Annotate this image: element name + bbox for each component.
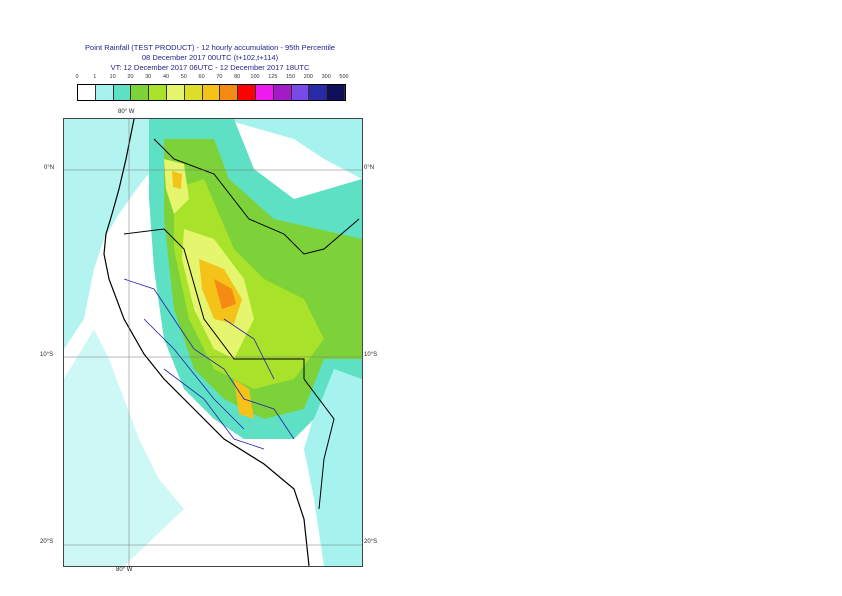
legend-tick: 30 xyxy=(145,74,152,80)
lat-label-right-0: 0°N xyxy=(364,165,375,171)
legend-tick: 10 xyxy=(109,74,116,80)
legend-tick: 200 xyxy=(303,74,313,80)
lat-label-left-10: 10°S xyxy=(40,352,54,358)
legend-swatch xyxy=(113,85,132,100)
legend-tick: 300 xyxy=(321,74,331,80)
legend-tick: 500 xyxy=(339,74,349,80)
legend-tick: 60 xyxy=(198,74,205,80)
legend-swatch xyxy=(220,85,239,100)
legend-swatch xyxy=(184,85,203,100)
legend-tick: 80 xyxy=(234,74,241,80)
lat-label-right-10: 10°S xyxy=(364,352,378,358)
lon-label-top: 80° W xyxy=(118,109,135,115)
legend-swatch xyxy=(78,85,96,100)
run-time: 08 December 2017 00UTC (t+102,t+114) xyxy=(141,53,279,62)
legend-tick: 100 xyxy=(250,74,260,80)
color-legend: 0 1 10 20 30 40 50 60 70 80 100 125 150 200 300 500 xyxy=(75,74,349,102)
legend-swatch xyxy=(202,85,221,100)
lat-label-left-20: 20°S xyxy=(40,539,54,545)
legend-tick: 70 xyxy=(216,74,223,80)
valid-time: VT: 12 December 2017 06UTC - 12 December… xyxy=(110,63,310,72)
legend-swatch xyxy=(273,85,292,100)
lat-label-left-0: 0°N xyxy=(44,165,55,171)
legend-swatch xyxy=(149,85,167,100)
legend-tick: 40 xyxy=(162,74,170,80)
legend-tick-labels: 0 1 10 20 30 40 50 60 70 80 100 125 150 200 300 500 xyxy=(75,74,349,84)
rainfall-map xyxy=(63,118,363,567)
legend-tick: 150 xyxy=(286,74,296,80)
legend-swatch xyxy=(166,85,185,100)
legend-swatch xyxy=(291,85,310,100)
legend-swatch xyxy=(131,85,150,100)
legend-swatch xyxy=(238,85,256,100)
legend-tick: 1 xyxy=(93,74,97,80)
legend-swatch xyxy=(95,85,114,100)
lon-label-bottom: 80° W xyxy=(116,567,133,573)
map-title: Point Rainfall (TEST PRODUCT) - 12 hourl… xyxy=(85,43,335,52)
legend-tick: 20 xyxy=(127,74,134,80)
lat-label-right-20: 20°S xyxy=(364,539,378,545)
legend-tick: 0 xyxy=(75,74,79,80)
legend-swatch xyxy=(327,85,345,100)
legend-tick: 50 xyxy=(180,74,187,80)
map-canvas xyxy=(64,119,362,566)
legend-color-bar xyxy=(77,84,346,101)
legend-swatch xyxy=(255,85,274,100)
legend-tick: 125 xyxy=(268,74,278,80)
legend-swatch xyxy=(309,85,328,100)
